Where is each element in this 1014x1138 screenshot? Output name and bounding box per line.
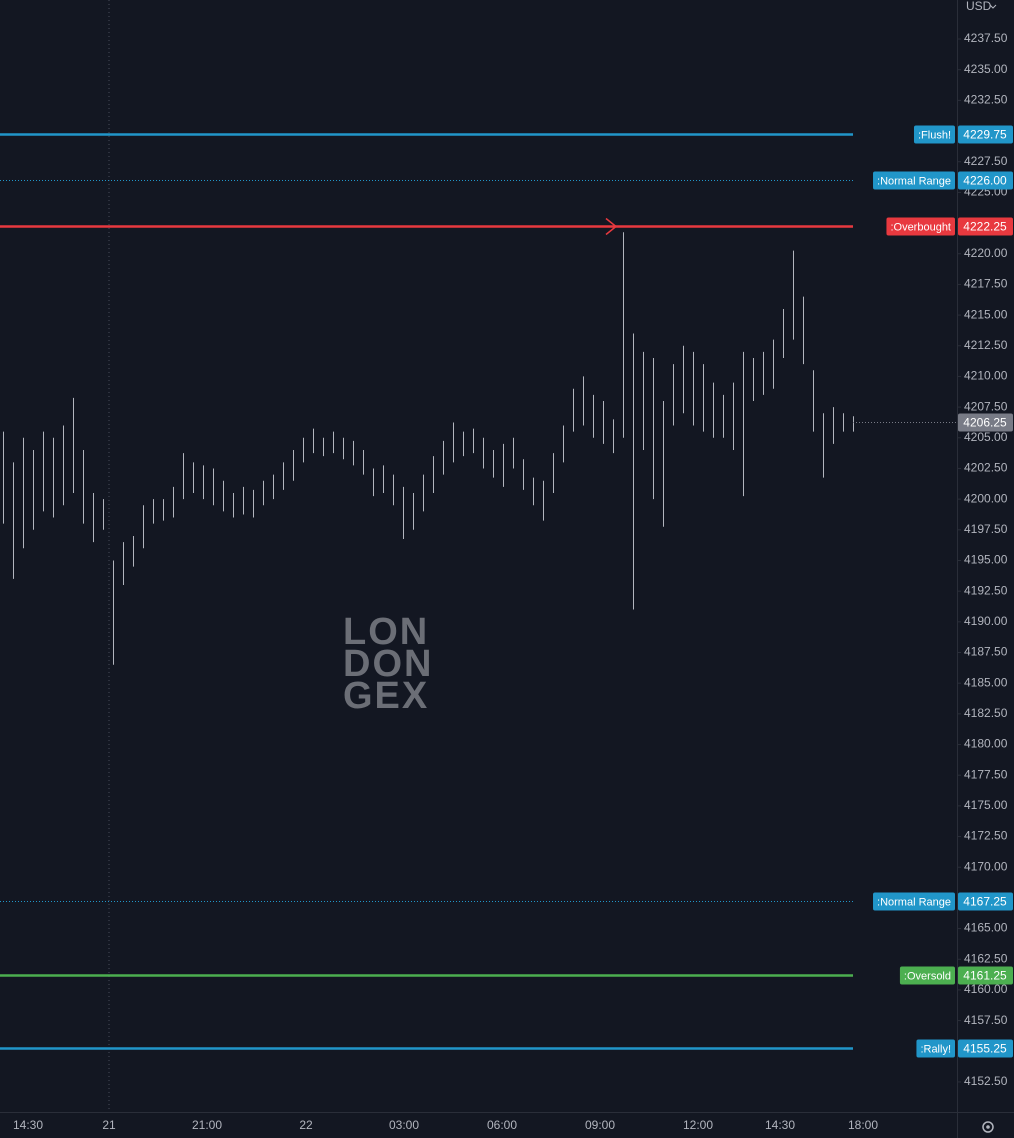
y-tick-label: 4215.00 xyxy=(964,307,1008,321)
level-name: :Normal Range xyxy=(877,896,951,908)
level-name-tag xyxy=(873,892,955,911)
y-tick-label: 4152.50 xyxy=(964,1074,1008,1088)
y-tick-label: 4217.50 xyxy=(964,277,1008,291)
x-tick-label: 09:00 xyxy=(585,1118,615,1132)
watermark: LON xyxy=(343,611,429,653)
x-tick-label: 06:00 xyxy=(487,1118,517,1132)
level-price-tag xyxy=(958,966,1013,985)
arrow xyxy=(280,217,618,236)
y-tick-label: 4200.00 xyxy=(964,491,1008,505)
y-tick-label: 4227.50 xyxy=(964,154,1008,168)
y-tick-label: 4195.00 xyxy=(964,553,1008,567)
level-price-label: 4226.00 xyxy=(963,174,1007,188)
level-price-label: 4229.75 xyxy=(963,128,1007,142)
level-name: :Flush! xyxy=(918,129,951,141)
watermark: GEX xyxy=(343,675,429,717)
y-tick-label: 4162.50 xyxy=(964,951,1008,965)
level-name: :Oversold xyxy=(904,970,951,982)
y-tick-label: 4180.00 xyxy=(964,737,1008,751)
level-name: :Normal Range xyxy=(877,175,951,187)
settings-icon[interactable] xyxy=(982,1121,994,1133)
level-price-tag xyxy=(958,171,1013,190)
last-price-tag xyxy=(958,413,1013,432)
y-tick-label: 4170.00 xyxy=(964,859,1008,873)
level-name: :Overbought xyxy=(890,221,951,233)
y-tick-label: 4205.00 xyxy=(964,430,1008,444)
y-tick-label: 4207.50 xyxy=(964,399,1008,413)
x-tick-label: 18:00 xyxy=(848,1118,878,1132)
y-tick-label: 4187.50 xyxy=(964,645,1008,659)
x-tick-label: 21 xyxy=(102,1118,116,1132)
y-tick-label: 4220.00 xyxy=(964,246,1008,260)
y-tick-label: 4210.00 xyxy=(964,369,1008,383)
level-price-tag xyxy=(958,892,1013,911)
y-tick-label: 4165.00 xyxy=(964,921,1008,935)
y-tick-label: 4175.00 xyxy=(964,798,1008,812)
level-name: :Rally! xyxy=(920,1043,951,1055)
y-tick-label: 4212.50 xyxy=(964,338,1008,352)
y-tick-label: 4160.00 xyxy=(964,982,1008,996)
currency-caret[interactable] xyxy=(989,4,997,9)
y-tick-label: 4232.50 xyxy=(964,93,1008,107)
y-tick-label: 4237.50 xyxy=(964,31,1008,45)
level-name-tag xyxy=(899,966,955,985)
y-tick-label: 4192.50 xyxy=(964,583,1008,597)
level-name-tag xyxy=(916,1039,955,1058)
price-bars xyxy=(3,232,854,665)
y-tick-label: 4235.00 xyxy=(964,62,1008,76)
y-tick-label: 4190.00 xyxy=(964,614,1008,628)
level-price-tag xyxy=(958,1039,1013,1058)
gear-center[interactable] xyxy=(986,1125,990,1129)
level-price-label: 4161.25 xyxy=(963,969,1007,983)
y-tick-label: 4202.50 xyxy=(964,461,1008,475)
y-tick-label: 4197.50 xyxy=(964,522,1008,536)
level-price-label: 4222.25 xyxy=(963,220,1007,234)
x-tick-label: 03:00 xyxy=(389,1118,419,1132)
level-price-label: 4155.25 xyxy=(963,1042,1007,1056)
x-tick-label: 14:30 xyxy=(13,1118,43,1132)
level-name-tag xyxy=(886,217,955,236)
x-tick-label: 22 xyxy=(299,1118,313,1132)
currency[interactable]: USD xyxy=(966,0,992,13)
gear[interactable] xyxy=(982,1121,994,1133)
level-price-tag xyxy=(958,217,1013,236)
level-price-tag xyxy=(958,125,1013,144)
y-tick-label: 4182.50 xyxy=(964,706,1008,720)
level-name-tag xyxy=(873,171,955,190)
y-tick-label: 4157.50 xyxy=(964,1013,1008,1027)
last-price-label: 4206.25 xyxy=(963,416,1007,430)
y-tick-label: 4185.00 xyxy=(964,675,1008,689)
y-tick-label: 4172.50 xyxy=(964,829,1008,843)
x-tick-label: 12:00 xyxy=(683,1118,713,1132)
watermark: DON xyxy=(343,643,433,685)
x-tick-label: 21:00 xyxy=(192,1118,222,1132)
level-price-label: 4167.25 xyxy=(963,895,1007,909)
x-tick-label: 14:30 xyxy=(765,1118,795,1132)
level-name-tag xyxy=(913,125,955,144)
y-tick-label: 4177.50 xyxy=(964,767,1008,781)
